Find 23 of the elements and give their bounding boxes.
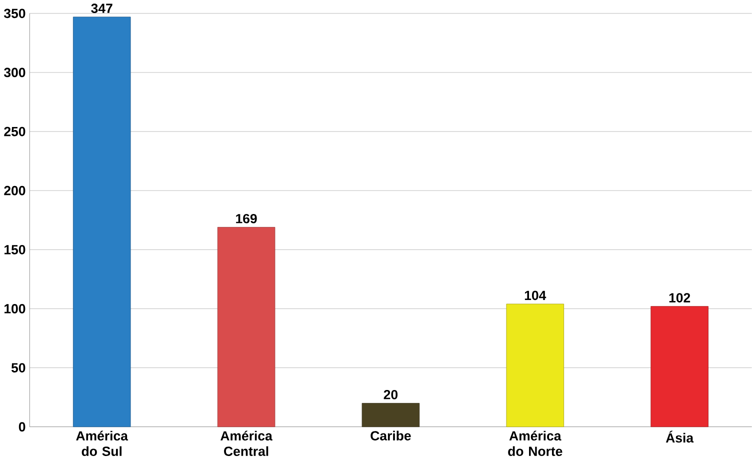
y-tick-label: 100 bbox=[4, 304, 26, 314]
y-tick-label: 150 bbox=[4, 245, 26, 254]
data-label: 20 bbox=[384, 390, 398, 400]
x-tick-label: Caribe bbox=[370, 430, 411, 441]
y-tick-label: 0 bbox=[18, 422, 26, 432]
x-tick-label: Ásia bbox=[666, 430, 694, 443]
x-tick-label: América do Norte bbox=[508, 430, 562, 456]
data-label: 347 bbox=[91, 4, 112, 14]
bar bbox=[650, 306, 708, 428]
y-tick-label: 250 bbox=[4, 127, 26, 136]
x-tick-label: América Central bbox=[220, 430, 272, 456]
y-tick-label: 50 bbox=[11, 363, 26, 373]
x-tick-label: América do Sul bbox=[76, 430, 128, 456]
bar bbox=[217, 227, 276, 428]
bar bbox=[72, 16, 131, 428]
data-label: 169 bbox=[236, 214, 257, 224]
bar bbox=[506, 304, 564, 428]
data-label: 104 bbox=[524, 290, 546, 300]
data-label: 102 bbox=[669, 293, 690, 303]
bar bbox=[362, 403, 420, 428]
y-tick-label: 350 bbox=[4, 8, 26, 18]
y-tick-label: 200 bbox=[4, 186, 26, 196]
y-tick-label: 300 bbox=[4, 68, 26, 78]
